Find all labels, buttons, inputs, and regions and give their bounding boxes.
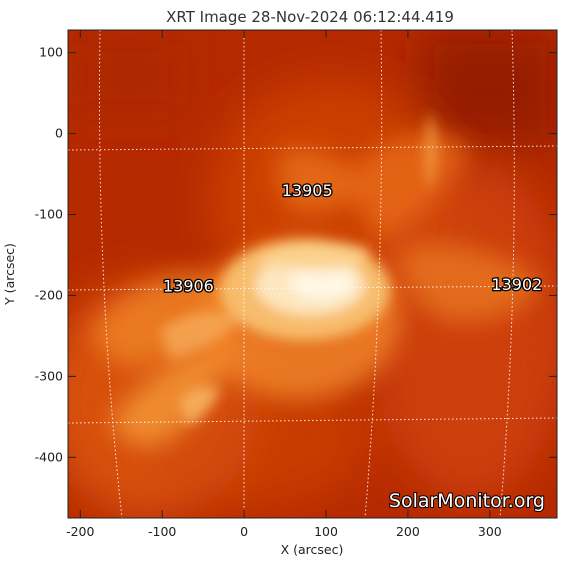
image-title: XRT Image 28-Nov-2024 06:12:44.419 [166, 8, 454, 26]
coordinate-grid [68, 30, 557, 518]
x-tick-label: 0 [240, 524, 248, 539]
xray-solar-image [68, 30, 557, 518]
solarmonitor-watermark: SolarMonitor.org [389, 490, 545, 512]
y-axis: 100 0 -100 -200 -300 -400 [35, 45, 557, 464]
y-tick-label: -200 [35, 287, 63, 302]
active-region-labels: 13905 13906 13902 [162, 180, 544, 297]
x-tick-label: -200 [66, 524, 94, 539]
x-tick-label: 200 [396, 524, 420, 539]
plot-frame [67, 29, 558, 519]
x-axis-label: X (arcsec) [281, 542, 344, 557]
active-region-label-13902: 13902 [491, 275, 542, 294]
y-tick-label: 100 [39, 45, 63, 60]
x-tick-label: -100 [148, 524, 176, 539]
y-tick-label: -100 [35, 207, 63, 222]
active-region-label-13905: 13905 [282, 181, 333, 200]
active-region-label-13906: 13906 [163, 277, 214, 296]
x-tick-label: 300 [478, 524, 502, 539]
x-tick-label: 100 [314, 524, 338, 539]
y-tick-label: 0 [55, 126, 63, 141]
x-axis: -200 -100 0 100 200 300 [66, 30, 502, 539]
y-tick-label: -400 [35, 449, 63, 464]
y-axis-label: Y (arcsec) [2, 243, 17, 306]
y-tick-label: -300 [35, 368, 63, 383]
